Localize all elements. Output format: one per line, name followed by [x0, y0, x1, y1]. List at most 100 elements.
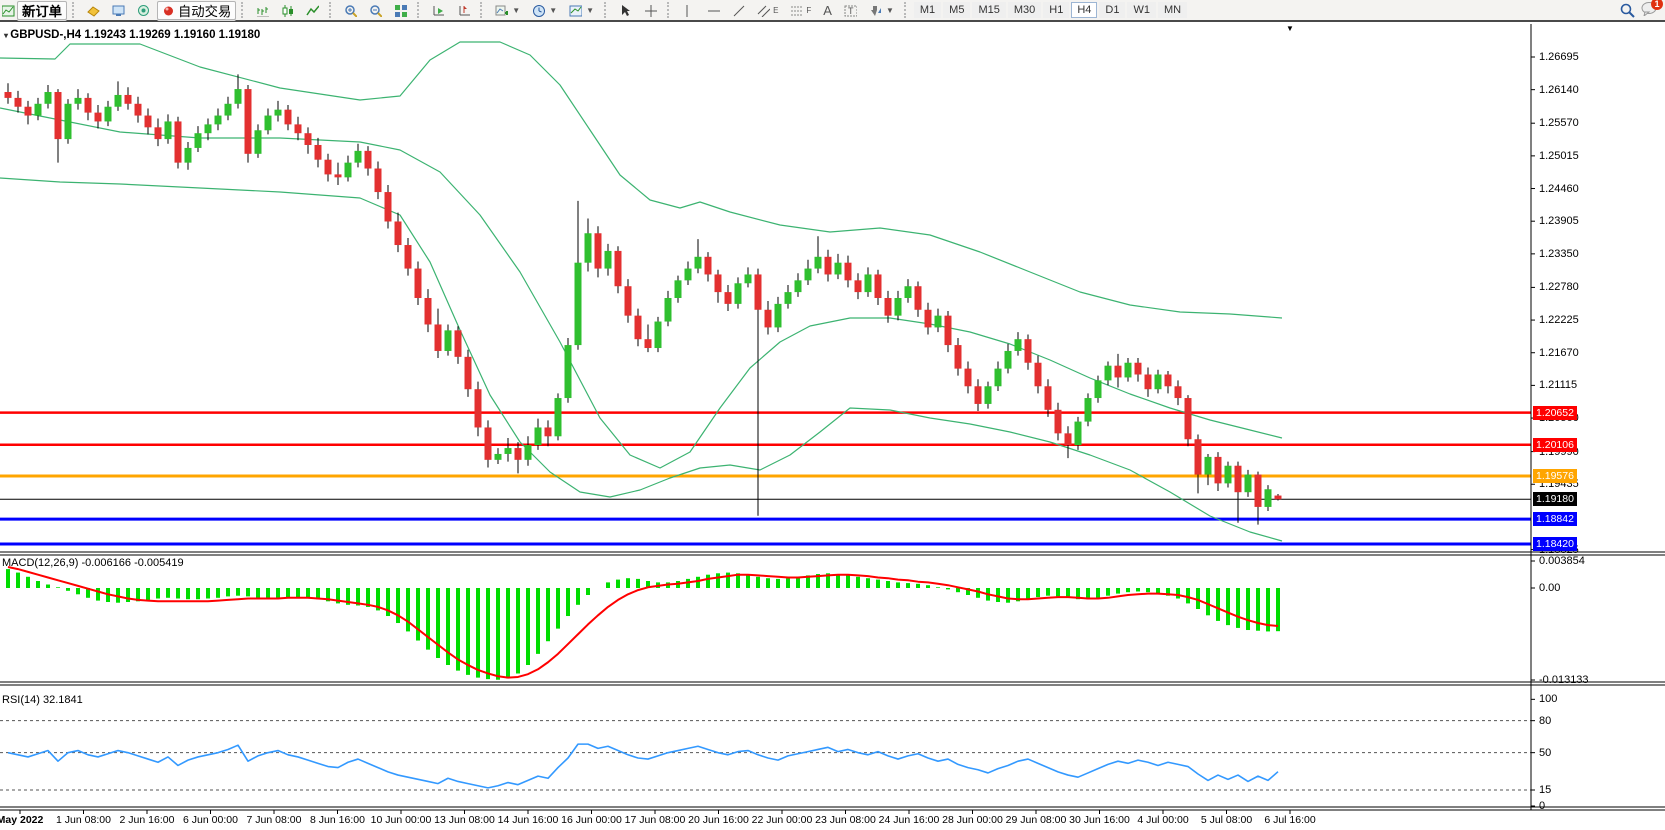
zoom-in-button[interactable]	[339, 1, 362, 20]
timeframe-button-m5[interactable]: M5	[943, 2, 971, 18]
vertical-line-icon	[686, 4, 688, 17]
arrows-tool-button[interactable]: ▼	[864, 1, 899, 20]
zoom-in-icon	[345, 4, 358, 17]
periods-button[interactable]: ▼	[527, 1, 562, 20]
candle-up	[574, 262, 582, 346]
candle-down	[294, 124, 302, 134]
candle-up	[984, 386, 992, 404]
tile-windows-button[interactable]	[389, 1, 412, 20]
toolbar-separator	[71, 2, 77, 18]
indicators-button[interactable]: ▼	[490, 1, 525, 20]
rsi-tick-label: 100	[1539, 693, 1558, 706]
candle-up	[1124, 362, 1132, 378]
crosshair-icon	[645, 4, 658, 17]
macd-pane[interactable]	[0, 555, 1531, 682]
candle-down	[714, 274, 722, 293]
candle-up	[604, 250, 612, 269]
new-order-button[interactable]: 新订单	[17, 0, 67, 20]
price-tick-label: 1.21115	[1539, 379, 1578, 392]
vertical-line-tool-button[interactable]	[677, 1, 700, 20]
candlestick-chart-button[interactable]	[276, 1, 299, 20]
arrow-shapes-icon	[870, 5, 881, 16]
bollinger-middle-band	[0, 107, 1283, 469]
candle-down	[304, 133, 312, 145]
candle-down	[884, 297, 892, 316]
chart-shift-button[interactable]	[452, 1, 475, 20]
candle-up	[814, 256, 822, 269]
crosshair-tool-button[interactable]	[639, 1, 662, 20]
timeframe-button-m30[interactable]: M30	[1007, 2, 1042, 18]
candle-up	[114, 94, 122, 107]
candle-up	[74, 97, 82, 104]
zoom-out-button[interactable]	[364, 1, 387, 20]
time-tick-label: 8 Jun 16:00	[310, 814, 365, 826]
equidistant-channel-icon	[757, 5, 771, 17]
timeframe-button-mn[interactable]: MN	[1157, 2, 1188, 18]
timeframe-button-m15[interactable]: M15	[972, 2, 1006, 18]
toolbar-separator	[241, 2, 246, 18]
candle-down	[1194, 439, 1202, 475]
candle-up	[804, 268, 812, 281]
chart-title: ▾ GBPUSD-,H4 1.19243 1.19269 1.19160 1.1…	[4, 29, 261, 41]
candle-up	[274, 109, 282, 116]
symbols-button[interactable]	[82, 1, 105, 20]
candlestick-chart-icon	[282, 4, 294, 17]
candle-up	[344, 162, 352, 178]
fibonacci-tool-label: F	[806, 5, 812, 15]
timeframe-button-d1[interactable]: D1	[1099, 2, 1126, 18]
auto-scroll-button[interactable]	[427, 1, 450, 20]
text-tool-button[interactable]: A	[818, 1, 837, 20]
candle-up	[584, 233, 592, 263]
candle-up	[674, 280, 682, 298]
bar-chart-button[interactable]	[251, 1, 274, 20]
candle-down	[414, 268, 422, 298]
timeframe-button-h4[interactable]: H4	[1071, 2, 1098, 18]
search-icon[interactable]	[1620, 3, 1635, 18]
candle-down	[954, 345, 962, 369]
candle-down	[314, 144, 322, 160]
candle-down	[374, 168, 382, 193]
candle-up	[1084, 398, 1092, 422]
candle-down	[754, 274, 762, 310]
notifications-button[interactable]: 1	[1641, 0, 1663, 19]
bollinger-upper-band	[0, 41, 1283, 319]
horizontal-line-tool-button[interactable]	[702, 1, 725, 20]
label-tool-button[interactable]: T	[839, 1, 862, 20]
text-tool-icon: A	[823, 2, 832, 18]
rsi-indicator-label: RSI(14) 32.1841	[2, 694, 83, 706]
main-chart-pane[interactable]	[0, 24, 1531, 552]
time-tick-label: 13 Jun 08:00	[434, 814, 495, 826]
candle-up	[1074, 421, 1082, 446]
rsi-tick-label: 80	[1539, 714, 1552, 727]
profiles-button[interactable]	[132, 1, 155, 20]
candle-down	[474, 389, 482, 428]
candle-down	[1184, 398, 1192, 440]
candle-up	[834, 262, 842, 275]
autotrading-button[interactable]: 自动交易	[156, 0, 237, 20]
cursor-tool-button[interactable]	[614, 1, 637, 20]
trendline-tool-button[interactable]	[727, 1, 750, 20]
chart-shift-icon	[459, 5, 471, 15]
chart-menu-arrow-icon[interactable]: ▾	[4, 31, 11, 40]
line-chart-button[interactable]	[301, 1, 324, 20]
toolbar-separator	[329, 2, 334, 18]
fibonacci-icon	[791, 6, 804, 15]
templates-button[interactable]: ▼	[564, 1, 599, 20]
price-tick-label: 1.26695	[1539, 51, 1579, 63]
rsi-pane[interactable]	[0, 685, 1531, 807]
toolbar-separator	[604, 2, 609, 18]
chart-window-icon[interactable]	[2, 4, 15, 17]
channel-tool-button[interactable]: E	[752, 1, 783, 20]
macd-indicator-label: MACD(12,26,9) -0.006166 -0.005419	[2, 557, 184, 569]
candle-down	[84, 97, 92, 113]
candle-up	[1104, 365, 1112, 381]
timeframe-button-w1[interactable]: W1	[1127, 2, 1156, 18]
timeframe-button-m1[interactable]: M1	[913, 2, 942, 18]
candle-up	[524, 445, 532, 460]
fibonacci-tool-button[interactable]: F	[785, 1, 816, 20]
new-chart-button[interactable]	[107, 1, 130, 20]
auto-scroll-icon	[433, 5, 445, 15]
candle-up	[1094, 380, 1102, 399]
timeframe-button-h1[interactable]: H1	[1043, 2, 1070, 18]
